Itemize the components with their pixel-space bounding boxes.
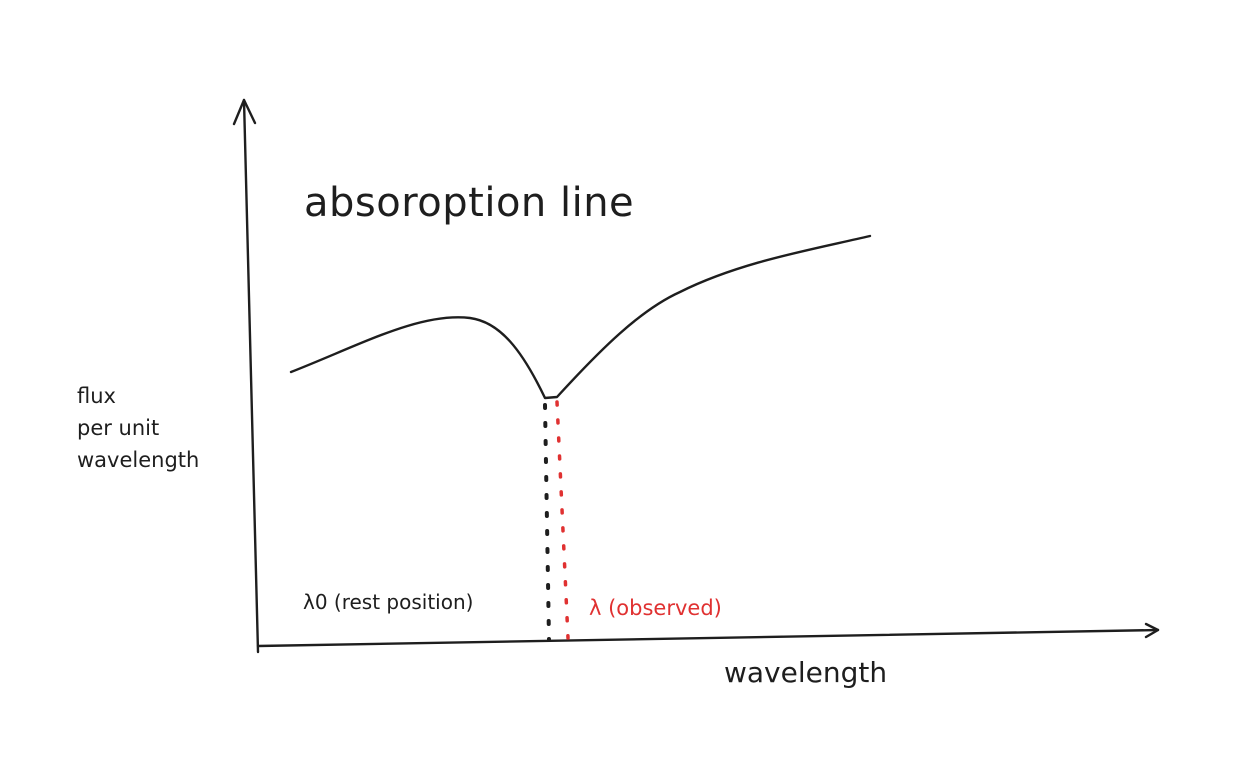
rest-position-label: λ0 (rest position) — [303, 590, 474, 614]
y-axis-arrowhead — [232, 98, 257, 126]
y-axis-label: flux per unit wavelength — [77, 384, 200, 472]
spectrum-curve — [289, 234, 872, 400]
diagram-title: absoroption line — [304, 180, 635, 226]
x-axis-line — [256, 628, 1160, 648]
x-axis-arrowhead — [1144, 622, 1160, 639]
observed-position-label: λ (observed) — [589, 596, 722, 620]
x-axis-label: wavelength — [724, 656, 888, 689]
y-axis-line — [242, 98, 260, 654]
observed-position-line — [555, 400, 570, 640]
rest-position-line — [543, 403, 551, 642]
